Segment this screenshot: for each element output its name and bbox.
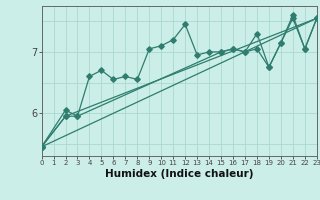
X-axis label: Humidex (Indice chaleur): Humidex (Indice chaleur)	[105, 169, 253, 179]
